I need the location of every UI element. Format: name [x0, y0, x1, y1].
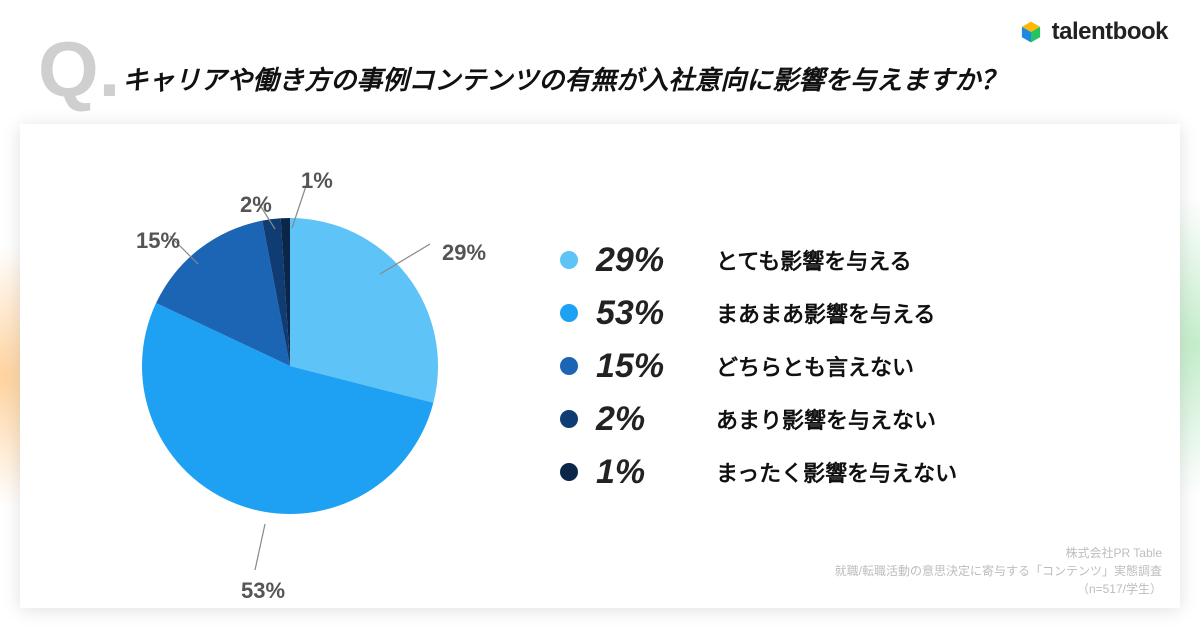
legend-row: 1%まったく影響を与えない	[560, 453, 1150, 492]
legend: 29%とても影響を与える53%まあまあ影響を与える15%どちらとも言えない2%あ…	[560, 227, 1180, 506]
content-panel: 29%53%15%2%1% 29%とても影響を与える53%まあまあ影響を与える1…	[20, 124, 1180, 608]
legend-label: まったく影響を与えない	[716, 456, 957, 488]
source-line-1: 株式会社PR Table	[835, 544, 1162, 562]
legend-percent: 29%	[596, 241, 716, 280]
question-text: キャリアや働き方の事例コンテンツの有無が入社意向に影響を与えますか？	[122, 62, 1006, 102]
slice-percent-label: 1%	[301, 168, 333, 194]
slice-percent-label: 2%	[240, 192, 272, 218]
slice-percent-label: 15%	[136, 228, 180, 254]
slice-percent-label: 53%	[241, 578, 285, 604]
legend-row: 53%まあまあ影響を与える	[560, 294, 1150, 333]
legend-bullet	[560, 304, 578, 322]
leader-lines	[20, 124, 560, 628]
legend-row: 2%あまり影響を与えない	[560, 400, 1150, 439]
source-line-3: （n=517/学生）	[835, 580, 1162, 598]
legend-bullet	[560, 251, 578, 269]
slice-percent-label: 29%	[442, 240, 486, 266]
legend-percent: 53%	[596, 294, 716, 333]
source-line-2: 就職/転職活動の意思決定に寄与する「コンテンツ」実態調査	[835, 562, 1162, 580]
legend-bullet	[560, 357, 578, 375]
legend-row: 29%とても影響を与える	[560, 241, 1150, 280]
question-header: Q. キャリアや働き方の事例コンテンツの有無が入社意向に影響を与えますか？	[38, 36, 1162, 102]
legend-label: まあまあ影響を与える	[716, 297, 935, 329]
legend-bullet	[560, 410, 578, 428]
pie-chart-area: 29% 53% 15% 2% 1%	[20, 124, 560, 608]
legend-label: とても影響を与える	[716, 244, 912, 276]
legend-bullet	[560, 463, 578, 481]
source-citation: 株式会社PR Table 就職/転職活動の意思決定に寄与する「コンテンツ」実態調…	[835, 544, 1162, 598]
legend-percent: 1%	[596, 453, 716, 492]
legend-label: あまり影響を与えない	[716, 403, 936, 435]
legend-percent: 15%	[596, 347, 716, 386]
legend-row: 15%どちらとも言えない	[560, 347, 1150, 386]
legend-label: どちらとも言えない	[716, 350, 914, 382]
q-glyph: Q.	[38, 36, 120, 102]
legend-percent: 2%	[596, 400, 716, 439]
